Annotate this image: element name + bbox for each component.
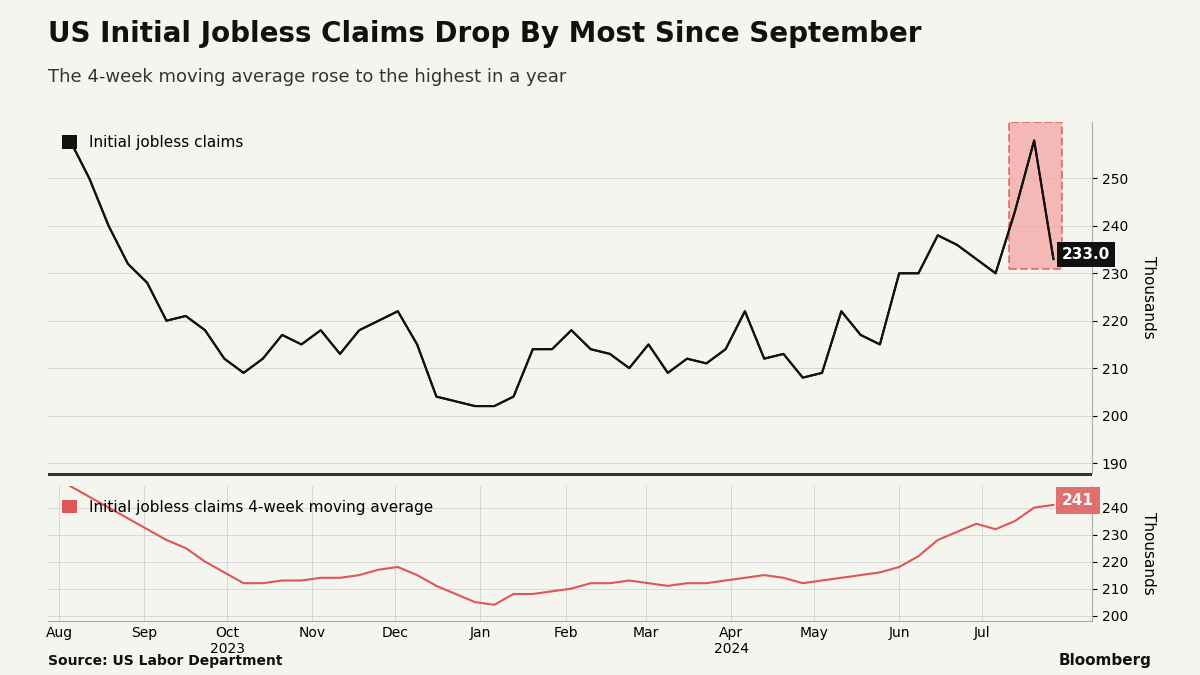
Text: The 4-week moving average rose to the highest in a year: The 4-week moving average rose to the hi… [48,68,566,86]
Text: Bloomberg: Bloomberg [1060,653,1152,668]
Text: US Initial Jobless Claims Drop By Most Since September: US Initial Jobless Claims Drop By Most S… [48,20,922,48]
FancyBboxPatch shape [1009,122,1062,269]
Text: 241: 241 [1062,493,1093,508]
Text: Source: US Labor Department: Source: US Labor Department [48,654,282,668]
Y-axis label: Thousands: Thousands [1141,256,1156,338]
Text: 233.0: 233.0 [1062,247,1110,262]
Legend: Initial jobless claims: Initial jobless claims [55,129,250,157]
Y-axis label: Thousands: Thousands [1141,512,1156,595]
Legend: Initial jobless claims 4-week moving average: Initial jobless claims 4-week moving ave… [55,493,439,521]
